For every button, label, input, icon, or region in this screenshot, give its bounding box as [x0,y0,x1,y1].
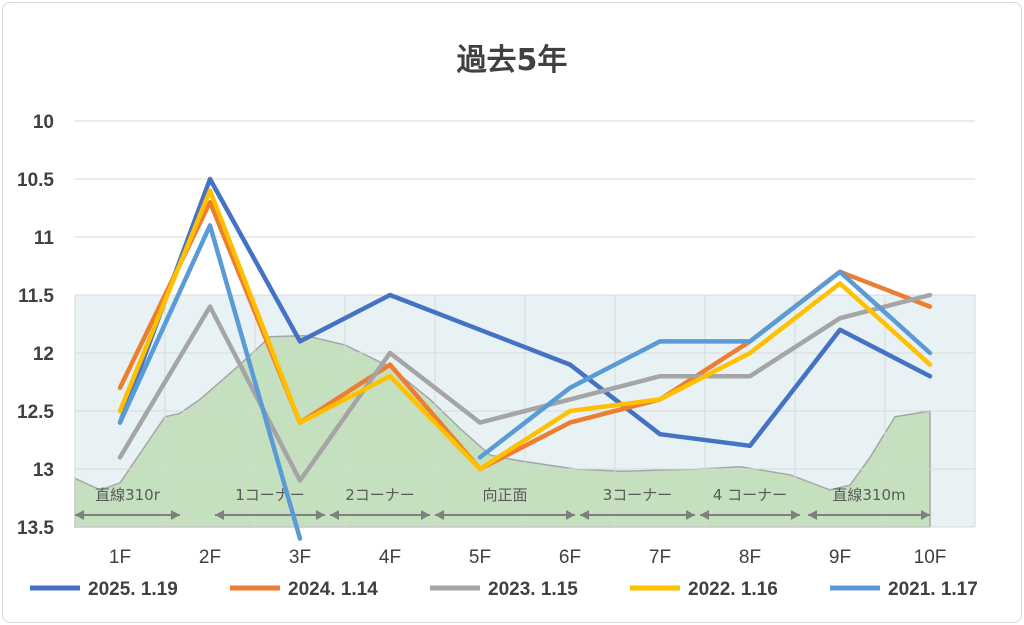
section-label: 3コーナー [603,486,673,504]
section-arrow-right [171,510,180,520]
legend-item: 2021. 1.17 [830,579,978,600]
x-tick-label: 3F [289,547,311,568]
course-section: 直線310r [75,486,180,520]
x-tick-label: 7F [649,547,671,568]
section-arrow-left [700,510,709,520]
x-tick-label: 6F [559,547,581,568]
course-section: 直線310m [808,486,930,520]
x-tick-label: 10F [914,547,947,568]
course-section: 2コーナー [330,486,430,520]
y-tick-label: 10.5 [17,170,54,191]
legend-item: 2023. 1.15 [430,579,578,600]
legend-label: 2023. 1.15 [488,579,578,600]
x-tick-label: 5F [469,547,491,568]
x-tick-label: 4F [379,547,401,568]
y-tick-label: 13 [33,460,54,481]
section-arrow-left [808,510,817,520]
legend-label: 2024. 1.14 [288,579,378,600]
x-tick-label: 1F [109,547,131,568]
series-lines [117,176,933,541]
section-label: 1コーナー [235,486,305,504]
section-label: 直線310r [95,486,161,504]
section-arrow-left [75,510,84,520]
x-axis-ticks: 1F 2F 3F 4F 5F 6F 7F 8F 9F 10F [109,547,946,568]
series-line [117,223,933,541]
series-line [117,188,933,472]
section-arrow-right [686,510,695,520]
section-arrow-left [330,510,339,520]
section-arrow-left [215,510,224,520]
x-tick-label: 2F [199,547,221,568]
section-label: 2コーナー [345,486,415,504]
section-arrow-left [580,510,589,520]
y-tick-label: 12 [33,344,54,365]
section-arrow-left [435,510,444,520]
course-section: 3コーナー [580,486,695,520]
legend-label: 2022. 1.16 [688,579,778,600]
chart-title: 過去5年 [457,43,568,78]
section-label: 4 コーナー [713,486,787,504]
course-section: 向正面 [435,486,575,520]
section-arrow-right [421,510,430,520]
x-tick-label: 9F [829,547,851,568]
series-line [117,176,933,449]
y-tick-label: 12.5 [17,402,54,423]
section-arrow-right [791,510,800,520]
section-arrow-right [566,510,575,520]
legend-item: 2024. 1.14 [230,579,378,600]
x-tick-label: 8F [739,547,761,568]
section-arrow-right [921,510,930,520]
series-line [117,292,933,483]
section-label: 向正面 [482,486,527,504]
y-axis-ticks: 10 10.5 11 11.5 12 12.5 13 13.5 [17,112,54,539]
y-tick-label: 11.5 [18,286,54,307]
y-tick-label: 11 [34,228,55,249]
legend-label: 2021. 1.17 [888,579,978,600]
legend-item: 2022. 1.16 [630,579,778,600]
legend: 2025. 1.19 2024. 1.14 2023. 1.15 2022. 1.16… [30,579,978,600]
legend-item: 2025. 1.19 [30,579,178,600]
course-section: 4 コーナー [700,486,800,520]
section-arrow-right [316,510,325,520]
y-tick-label: 10 [33,112,54,133]
y-tick-label: 13.5 [17,518,54,539]
legend-label: 2025. 1.19 [88,579,178,600]
section-label: 直線310m [832,486,905,504]
